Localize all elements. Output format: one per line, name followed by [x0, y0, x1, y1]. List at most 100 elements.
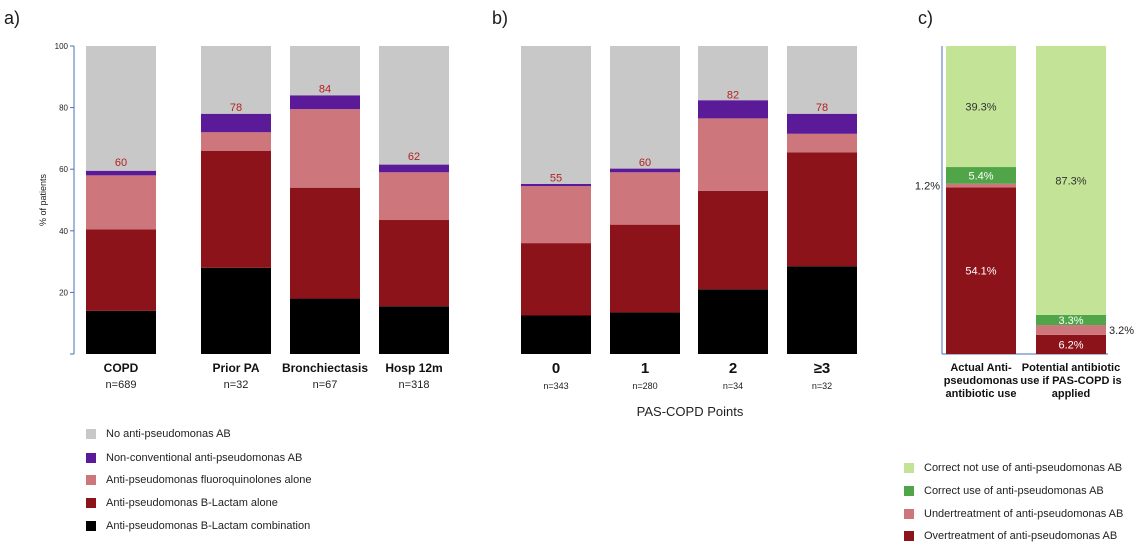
legend-label: Overtreatment of anti-pseudomonas AB	[924, 530, 1118, 542]
category-label: 2	[729, 360, 737, 377]
legend-swatch	[86, 521, 96, 531]
segment-value-label: 87.3%	[1055, 175, 1086, 187]
a-bar-segment	[86, 175, 156, 230]
a-bar-segment	[379, 172, 449, 221]
category-label: Prior PA	[212, 361, 259, 375]
n-label: n=32	[812, 381, 832, 391]
n-label: n=343	[543, 381, 568, 391]
panel-c-label: c)	[918, 8, 933, 28]
c-bar-segment	[946, 167, 1016, 184]
y-tick-label: 60	[59, 165, 68, 174]
b-bar-segment	[698, 46, 768, 101]
c-bar-segment	[1036, 314, 1106, 326]
b-bar-segment	[787, 266, 857, 354]
legend-label: Correct not use of anti-pseudomonas AB	[924, 462, 1123, 474]
c-bar-segment	[946, 183, 1016, 188]
legend-swatch	[904, 486, 914, 496]
legend-treatment: Correct not use of anti-pseudomonas AB C…	[904, 462, 1134, 544]
a-bar-segment	[290, 109, 360, 188]
b-bar-segment	[521, 243, 591, 316]
segment-value-label: 6.2%	[1058, 339, 1083, 351]
legend-label: No anti-pseudomonas AB	[106, 428, 231, 440]
total-label: 84	[319, 83, 331, 95]
b-bar-segment	[610, 168, 680, 173]
c-bar-segment	[946, 46, 1016, 168]
segment-value-label: 5.4%	[968, 170, 993, 182]
b-bar-segment	[521, 186, 591, 244]
y-tick-label: 40	[59, 227, 68, 236]
n-label: n=34	[723, 381, 743, 391]
b-bar-segment	[521, 46, 591, 184]
legend-item-fluoroquinolones: Anti-pseudomonas fluoroquinolones alone	[86, 474, 311, 486]
total-label: 82	[727, 89, 739, 101]
legend-swatch	[904, 463, 914, 473]
legend-swatch	[86, 453, 96, 463]
legend-label: Undertreatment of anti-pseudomonas AB	[924, 508, 1124, 520]
category-label: Potential antibiotic	[1022, 362, 1120, 374]
c-bar-segment	[1036, 334, 1106, 354]
a-bar-segment	[290, 46, 360, 96]
c-bar-segment	[946, 187, 1016, 354]
y-tick-label: 100	[55, 42, 69, 51]
b-bar-segment	[610, 46, 680, 169]
b-bar-segment	[698, 118, 768, 191]
total-label: 60	[115, 157, 127, 169]
segment-value-label: 1.2%	[915, 181, 940, 193]
b-bar-segment	[610, 312, 680, 354]
c-bar-segment	[1036, 325, 1106, 335]
n-label: n=32	[224, 379, 249, 391]
category-label: 1	[641, 360, 649, 377]
b-bar-segment	[787, 46, 857, 114]
a-bar-segment	[379, 306, 449, 354]
b-bar-segment	[698, 190, 768, 290]
a-bar-segment	[201, 267, 271, 354]
b-bar-segment	[698, 289, 768, 354]
a-bar-segment	[86, 229, 156, 311]
total-label: 78	[816, 102, 828, 114]
a-bar-segment	[201, 150, 271, 268]
category-label: use if PAS-COPD is	[1020, 375, 1121, 387]
total-label: 78	[230, 102, 242, 114]
segment-value-label: 3.3%	[1058, 315, 1083, 327]
b-bar-segment	[787, 152, 857, 267]
legend-label: Anti-pseudomonas B-Lactam alone	[106, 497, 278, 509]
n-label: n=280	[632, 381, 657, 391]
a-bar-segment	[201, 46, 271, 114]
legend-swatch	[86, 429, 96, 439]
legend-item-nonconventional: Non-conventional anti-pseudomonas AB	[86, 452, 302, 464]
category-label: antibiotic use	[946, 388, 1017, 400]
legend-label: Non-conventional anti-pseudomonas AB	[106, 452, 303, 464]
a-bar-segment	[86, 310, 156, 354]
category-label: ≥3	[814, 360, 831, 377]
category-label: Actual Anti-	[950, 362, 1012, 374]
a-bar-segment	[201, 113, 271, 133]
a-bar-segment	[201, 132, 271, 151]
total-label: 60	[639, 157, 651, 169]
legend-label: Anti-pseudomonas fluoroquinolones alone	[106, 474, 312, 486]
category-label: pseudomonas	[944, 375, 1019, 387]
y-axis-label: % of patients	[38, 173, 48, 226]
c-bar-segment	[1036, 46, 1106, 315]
total-label: 62	[408, 151, 420, 163]
segment-value-label: 3.2%	[1109, 325, 1134, 337]
a-bar-segment	[290, 298, 360, 354]
category-label: applied	[1052, 388, 1091, 400]
a-bar-segment	[290, 95, 360, 110]
legend-item-overtreatment: Overtreatment of anti-pseudomonas AB	[904, 530, 1117, 542]
legend-label: Anti-pseudomonas B-Lactam combination	[106, 520, 311, 532]
legend-item-correct-not-use: Correct not use of anti-pseudomonas AB	[904, 462, 1122, 474]
category-label: COPD	[104, 361, 139, 375]
legend-antibiotic: No anti-pseudomonas AB Non-conventional …	[86, 428, 406, 540]
legend-swatch	[904, 509, 914, 519]
b-bar-segment	[610, 172, 680, 225]
category-label: Bronchiectasis	[282, 361, 368, 375]
legend-item-no-ab: No anti-pseudomonas AB	[86, 428, 231, 440]
x-axis-label: PAS-COPD Points	[637, 404, 744, 419]
segment-value-label: 54.1%	[965, 266, 996, 278]
a-bar-segment	[379, 164, 449, 173]
segment-value-label: 39.3%	[965, 102, 996, 114]
a-bar-segment	[86, 46, 156, 171]
legend-item-blactam-alone: Anti-pseudomonas B-Lactam alone	[86, 497, 278, 509]
y-tick-label: 80	[59, 104, 68, 113]
